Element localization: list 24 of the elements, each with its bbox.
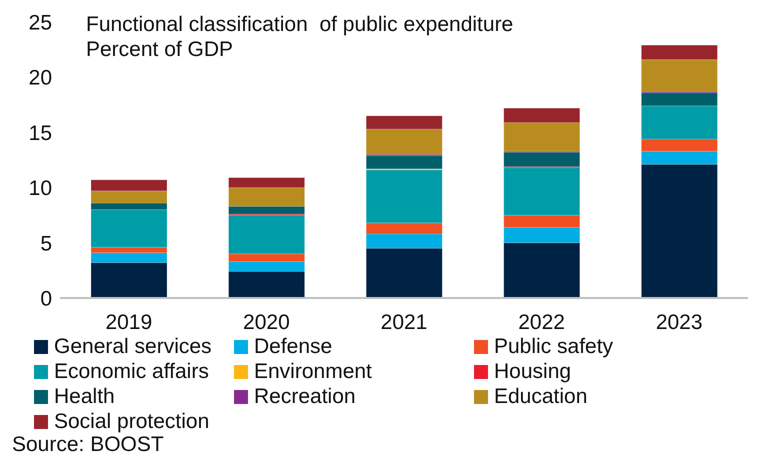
x-tick-label: 2023	[656, 310, 703, 334]
y-tick-label: 25	[28, 11, 52, 34]
legend-label: Defense	[254, 334, 332, 359]
y-tick-label: 20	[28, 66, 52, 90]
source-note: Source: BOOST	[12, 433, 165, 456]
legend-label: Health	[54, 384, 115, 409]
x-tick-label: 2020	[243, 310, 290, 334]
x-tick-label: 2019	[105, 310, 152, 334]
legend-label: General services	[54, 334, 212, 359]
x-tick-label: 2022	[518, 310, 565, 334]
chart-title: Functional classification of public expenditure	[86, 12, 514, 37]
y-tick-label: 10	[28, 177, 52, 200]
legend-label: Recreation	[254, 384, 356, 409]
x-tick-label: 2021	[380, 310, 428, 334]
legend-label: Environment	[254, 359, 372, 384]
text: Percent of GDP	[86, 37, 234, 62]
legend-label: Public safety	[494, 334, 614, 359]
legend-label: Education	[494, 384, 588, 409]
y-tick-label: 5	[40, 232, 52, 256]
y-tick-label: 15	[28, 122, 52, 145]
y-tick-label: 0	[40, 287, 52, 310]
legend-label: Social protection	[54, 409, 210, 434]
legend-label: Housing	[494, 359, 572, 384]
legend-label: Economic affairs	[54, 359, 209, 384]
